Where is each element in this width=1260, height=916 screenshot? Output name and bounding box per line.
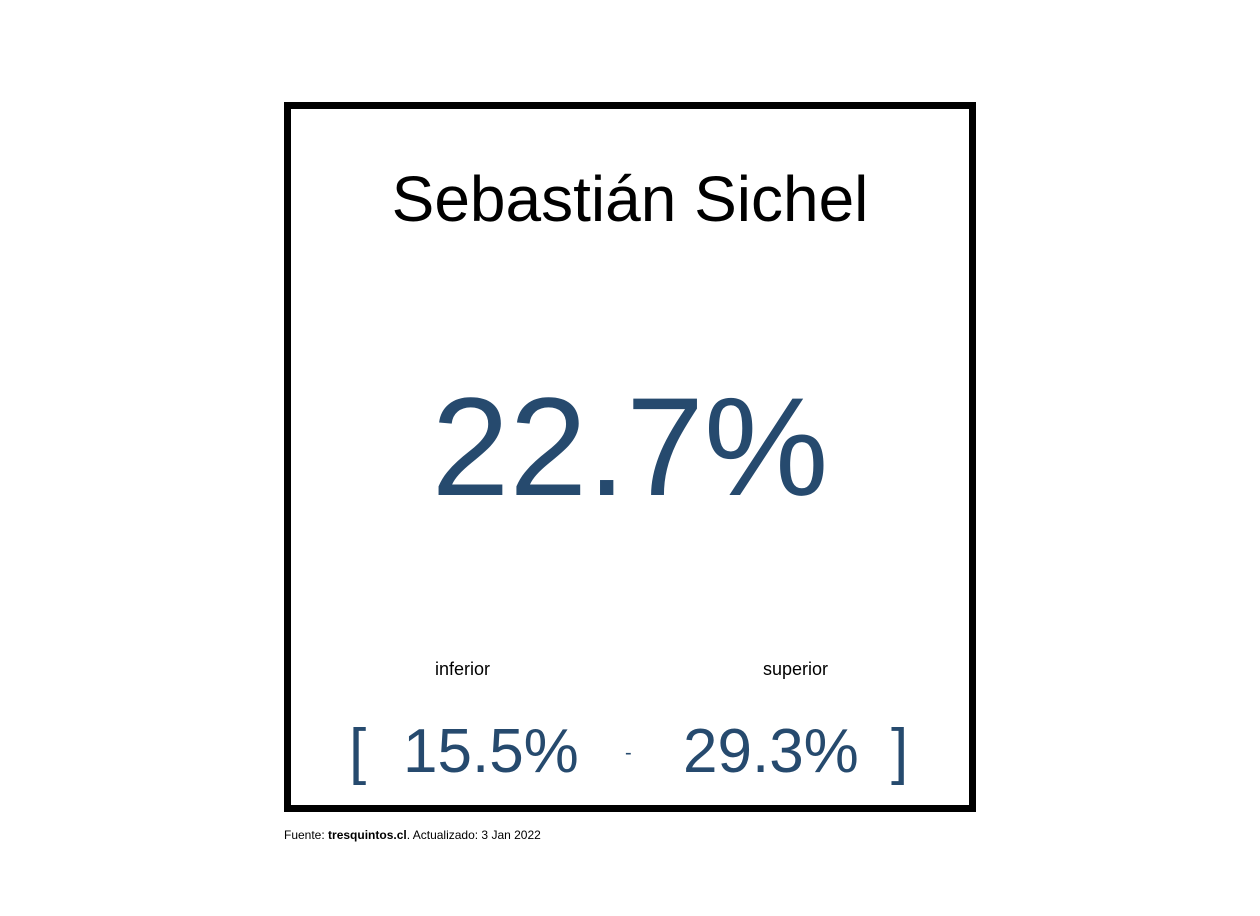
lower-bound-label: inferior (435, 659, 491, 679)
upper-bound-label: superior (763, 659, 829, 679)
range-separator: - (625, 742, 632, 764)
footer-suffix: . Actualizado: 3 Jan 2022 (406, 828, 541, 842)
main-percentage: 22.7% (431, 368, 829, 525)
close-bracket: ] (891, 717, 909, 786)
open-bracket: [ (349, 717, 367, 786)
source-footer: Fuente: tresquintos.cl. Actualizado: 3 J… (284, 828, 541, 842)
footer-source: tresquintos.cl (328, 828, 407, 842)
upper-bound-value: 29.3% (683, 717, 859, 786)
candidate-name: Sebastián Sichel (391, 163, 869, 235)
lower-bound-value: 15.5% (403, 717, 579, 786)
footer-prefix: Fuente: (284, 828, 329, 842)
candidate-card: Sebastián Sichel 22.7% inferior superior… (284, 102, 976, 812)
